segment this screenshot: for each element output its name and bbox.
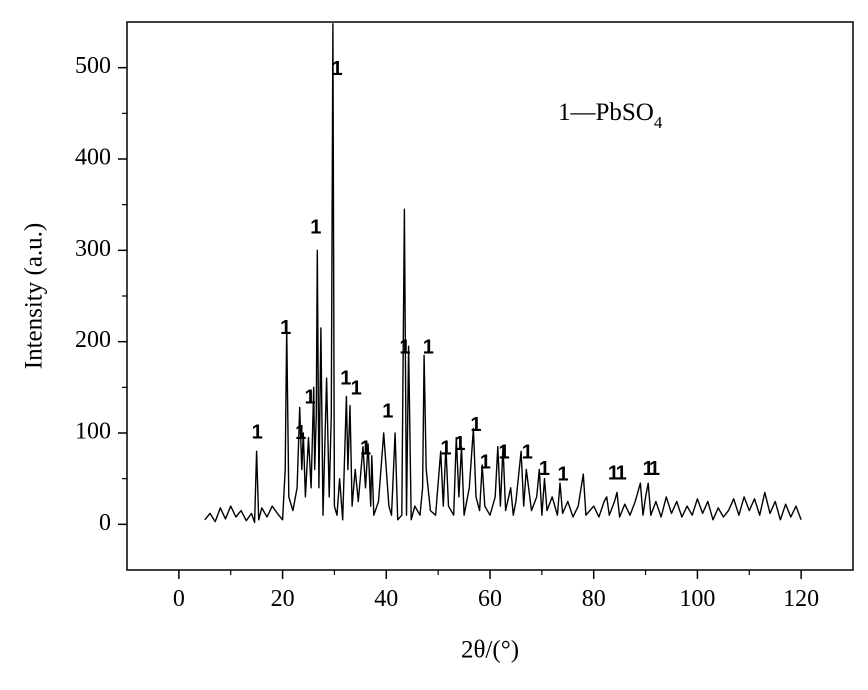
peak-label: 1 [280,317,291,339]
peak-label: 1 [616,462,627,484]
peak-label: 1 [558,463,569,485]
x-tick-label: 80 [582,586,606,612]
peak-label: 1 [331,58,342,80]
peak-label: 1 [295,422,306,444]
y-tick-label: 500 [75,53,111,79]
y-tick-label: 0 [99,510,111,536]
x-tick-label: 40 [374,586,398,612]
peak-label: 1 [351,377,362,399]
y-tick-label: 100 [75,419,111,445]
peak-label: 1 [470,414,481,436]
peak-label: 1 [608,462,619,484]
y-tick-label: 400 [75,145,111,171]
x-tick-label: 100 [679,586,715,612]
peak-label: 1 [304,387,315,409]
x-axis-title: 2θ/(°) [461,637,519,664]
peak-label: 1 [310,217,321,239]
x-tick-label: 20 [271,586,295,612]
peak-label: 1 [360,438,371,460]
peak-label: 1 [382,400,393,422]
peak-label: 1 [498,441,509,463]
x-tick-label: 120 [783,586,819,612]
peak-label: 1 [480,451,491,473]
peak-label: 1 [440,438,451,460]
y-tick-label: 300 [75,236,111,262]
x-tick-label: 60 [478,586,502,612]
peak-label: 1 [539,458,550,480]
peak-label: 1 [649,458,660,480]
legend-sub: 4 [654,113,663,132]
peak-label: 1 [340,367,351,389]
x-tick-label: 0 [173,586,185,612]
peak-label: 1 [252,421,263,443]
legend-text: 1—PbSO4 [558,99,663,132]
plot-frame [126,21,854,571]
peak-label: 1 [423,336,434,358]
peak-label: 1 [522,441,533,463]
peak-label: 1 [399,336,410,358]
peak-label: 1 [454,433,465,455]
y-axis-title: Intensity (a.u.) [21,223,48,369]
peak-label: 1 [643,458,654,480]
pattern-line [204,23,802,524]
y-tick-label: 200 [75,327,111,353]
legend-main: 1—PbSO [558,99,654,126]
